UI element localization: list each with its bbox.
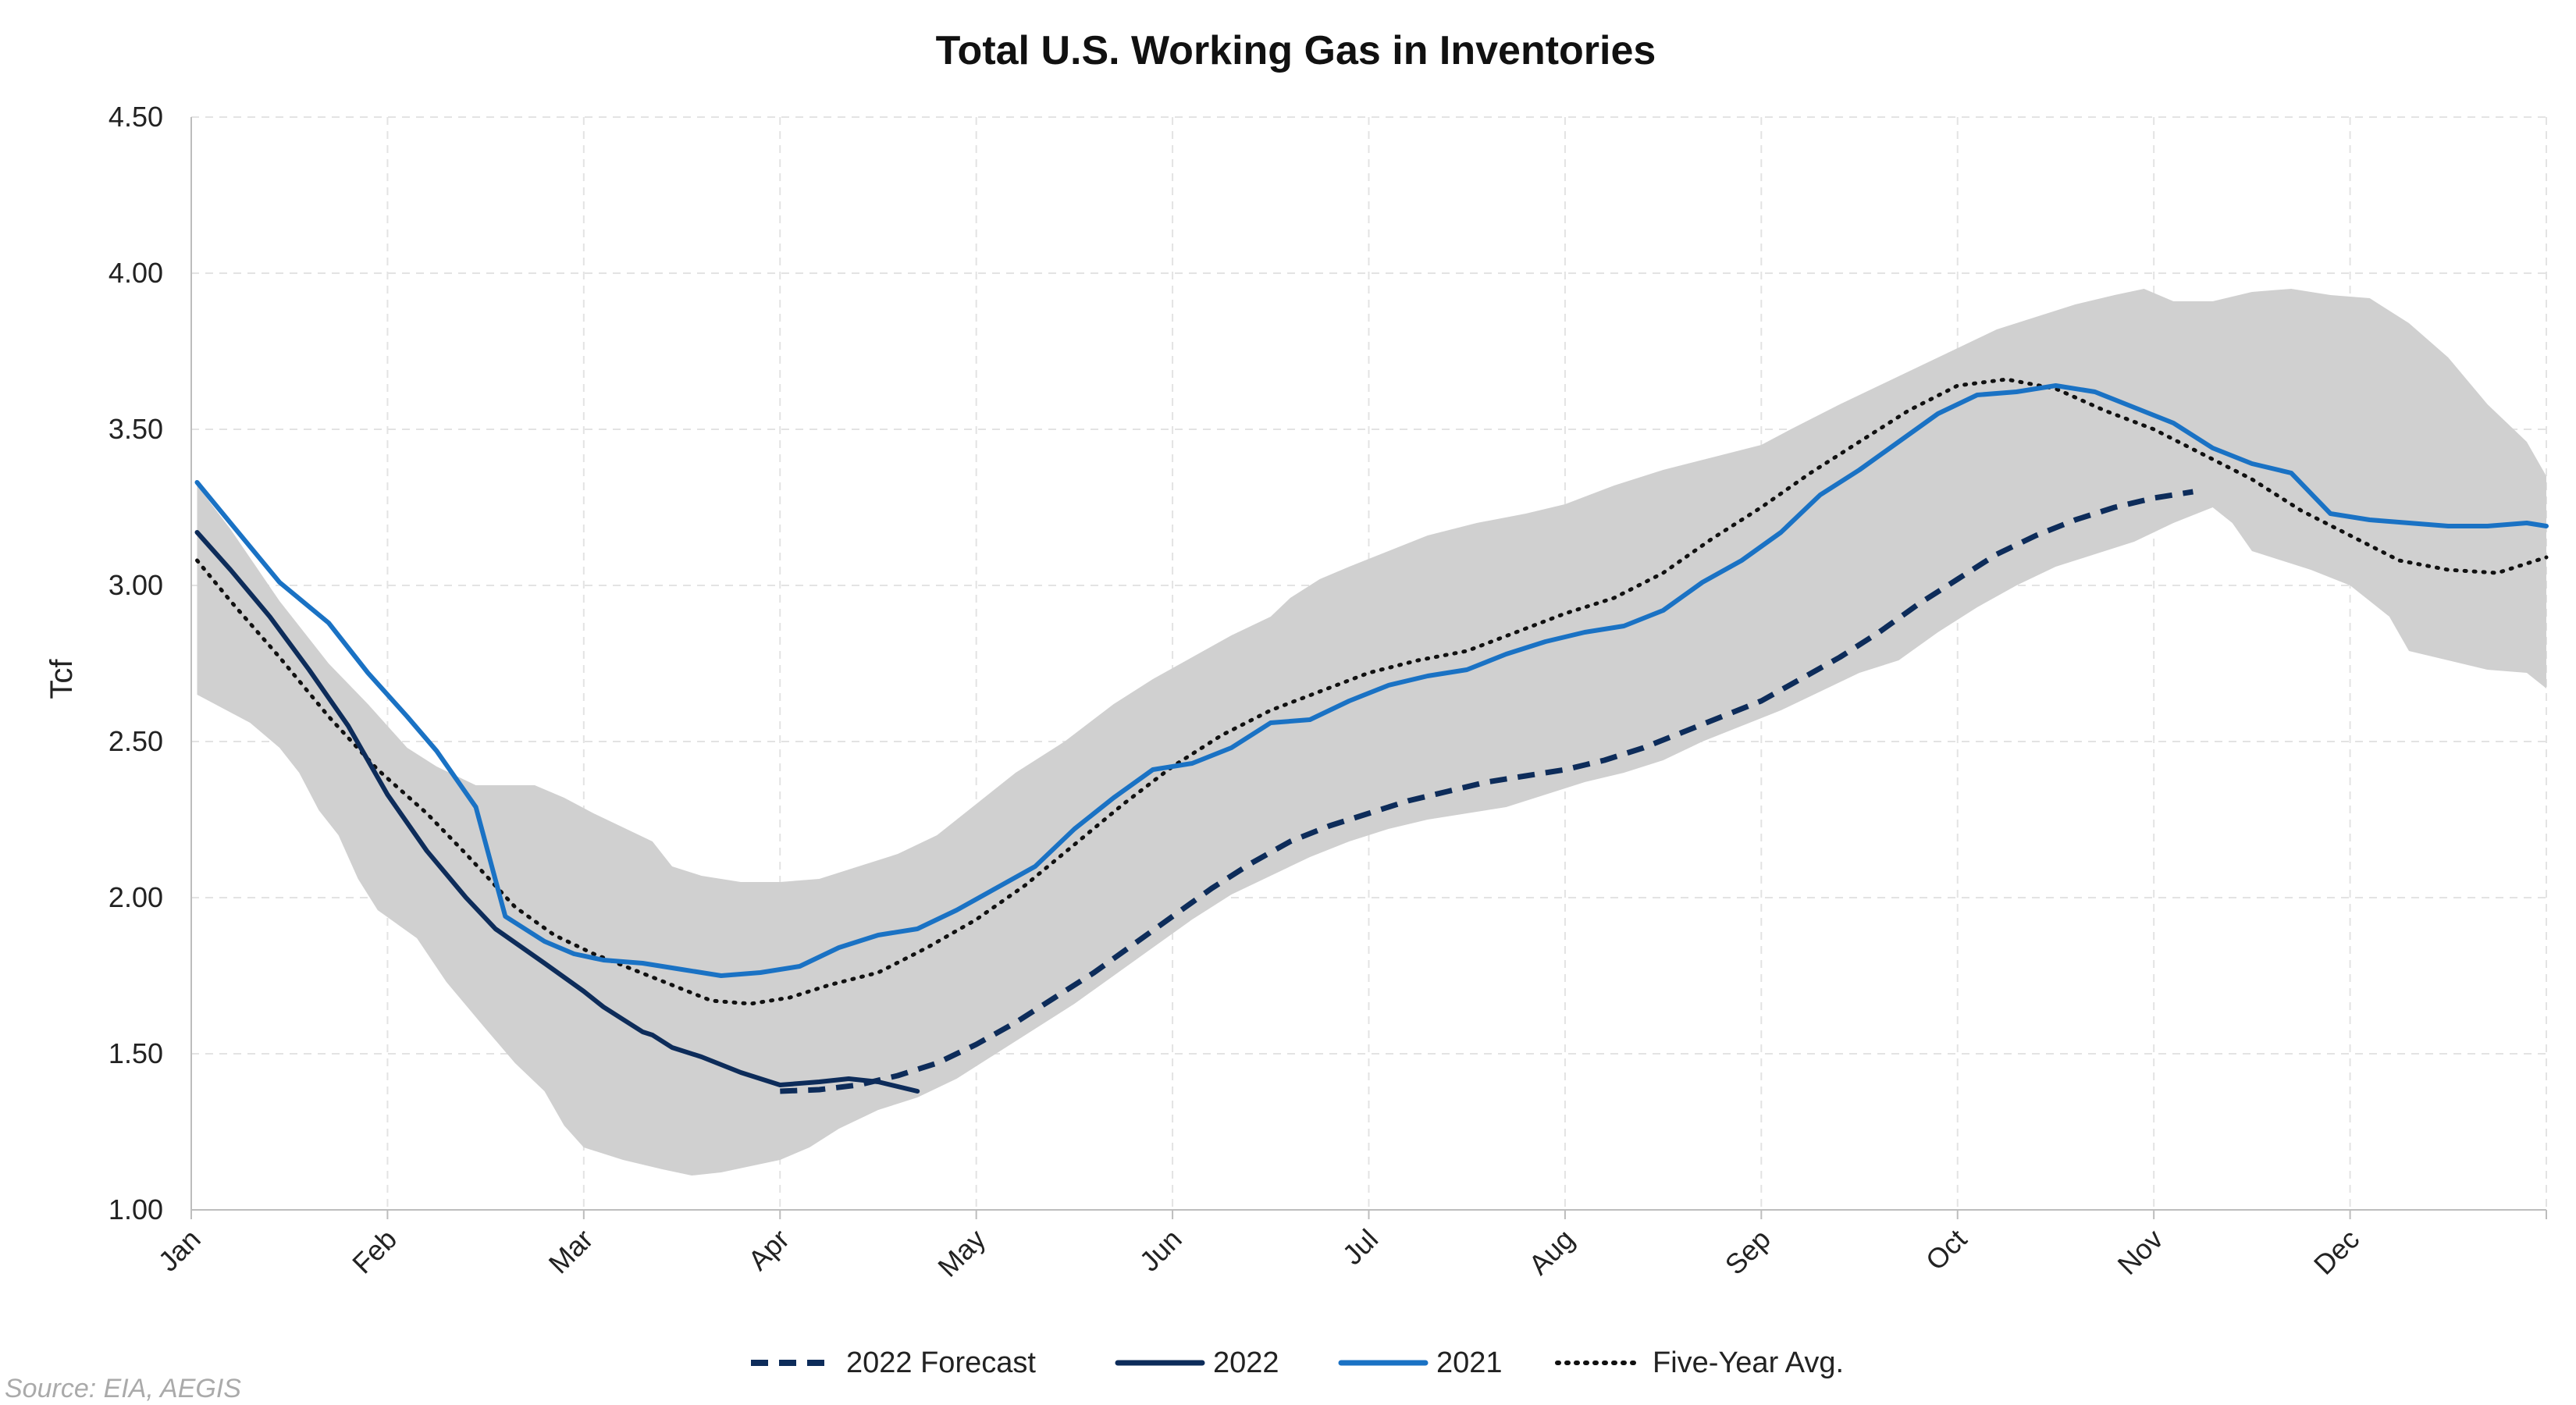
x-tick-label: Nov xyxy=(2112,1223,2169,1281)
y-tick-labels: 1.00 1.50 2.00 2.50 3.00 3.50 4.00 4.50 xyxy=(109,101,163,1225)
legend-label-five-year-avg: Five-Year Avg. xyxy=(1653,1346,1844,1379)
y-tick-label: 2.00 xyxy=(109,881,163,913)
y-tick-label: 4.50 xyxy=(109,101,163,133)
x-tick-label: Feb xyxy=(346,1223,403,1280)
series-line-2022-forecast xyxy=(780,489,2194,1094)
series-lines xyxy=(194,377,2549,1094)
plot-axes xyxy=(190,117,2547,1219)
legend-label-2022: 2022 xyxy=(1213,1346,1279,1379)
x-tick-label: Mar xyxy=(543,1223,600,1280)
source-note: Source: EIA, AEGIS xyxy=(5,1374,241,1403)
x-tick-label: Dec xyxy=(2307,1223,2365,1281)
y-tick-label: 1.00 xyxy=(109,1193,163,1225)
y-tick-label: 3.50 xyxy=(109,413,163,445)
series-line-2021 xyxy=(194,383,2549,978)
x-tick-label: Jan xyxy=(152,1223,207,1278)
x-tick-label: Sep xyxy=(1719,1223,1777,1281)
y-tick-label: 3.00 xyxy=(109,569,163,601)
legend-label-2022-forecast: 2022 Forecast xyxy=(846,1346,1036,1379)
x-tick-label: Apr xyxy=(742,1223,795,1277)
x-tick-label: Jul xyxy=(1336,1223,1385,1272)
x-tick-labels: Jan Feb Mar Apr May Jun Jul Aug Sep Oct Nov Dec xyxy=(152,1223,2366,1283)
x-tick-label: May xyxy=(931,1223,991,1283)
y-axis-title: Tcf xyxy=(44,659,79,699)
series-line-2022 xyxy=(194,530,920,1094)
series-line-five-year-avg xyxy=(195,377,2549,1006)
five-year-range-band xyxy=(197,289,2546,1176)
y-tick-label: 1.50 xyxy=(109,1037,163,1069)
y-tick-label: 2.50 xyxy=(109,725,163,757)
x-tick-label: Oct xyxy=(1920,1223,1973,1277)
chart-title: Total U.S. Working Gas in Inventories xyxy=(936,28,1656,73)
y-tick-label: 4.00 xyxy=(109,257,163,289)
x-tick-label: Jun xyxy=(1133,1223,1188,1278)
x-tick-label: Aug xyxy=(1522,1223,1580,1281)
legend: 2022 Forecast 2022 2021 Five-Year Avg. xyxy=(751,1346,1844,1379)
legend-label-2021: 2021 xyxy=(1436,1346,1503,1379)
